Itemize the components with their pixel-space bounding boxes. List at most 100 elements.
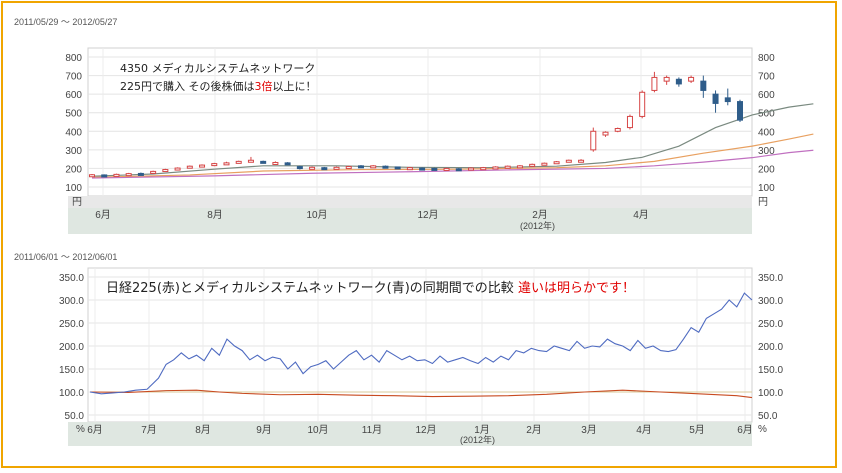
candle-body (700, 80, 707, 91)
candle-body (382, 165, 389, 169)
chart1-x-axis-band (68, 208, 752, 234)
chart2-y-tick-label: 50.0 (65, 411, 85, 422)
chart1-y-tick-label: 500 (758, 109, 775, 120)
candle (565, 159, 572, 163)
chart1-x-tick-label: 6月 (95, 209, 111, 221)
chart2-x-tick-label: 5月 (689, 424, 705, 436)
chart2-x-tick-label: 11月 (362, 424, 382, 436)
candle (235, 160, 242, 164)
candle (455, 168, 462, 172)
chart2-y-axis-right: 350.0 300.0 250.0 200.0 150.0 100.0 50.0 (758, 273, 783, 422)
candle (247, 156, 254, 163)
candle (284, 162, 291, 166)
chart2-y-tick-label: 200.0 (758, 342, 783, 353)
candle-body (419, 167, 426, 171)
candle (492, 166, 499, 170)
chart2-x-tick-label: 7月 (141, 424, 157, 436)
candle (199, 164, 206, 168)
candle (639, 90, 646, 119)
chart1-annotation-line2: 225円で購入 その後株価は3倍以上に！ (120, 79, 317, 93)
candle-body (626, 115, 633, 129)
candle-body (590, 130, 597, 151)
candle-body (639, 91, 646, 117)
candle-body (394, 166, 401, 170)
candle-body (333, 166, 340, 170)
candle-body (321, 167, 328, 171)
chart2-x-axis-band (68, 422, 752, 446)
chart2-x-sublabel: (2012年) (460, 434, 495, 445)
candle (406, 166, 413, 171)
candle (602, 131, 609, 137)
candle (223, 161, 230, 166)
chart1-y-tick-label: 400 (65, 127, 82, 138)
candle (419, 167, 426, 171)
candle (529, 163, 536, 167)
chart1-x-tick-label: 10月 (306, 209, 327, 221)
candle-body (101, 174, 108, 178)
candle-body (223, 162, 230, 166)
chart1-x-axis: 6月 8月 10月 12月 2月 4月 (95, 209, 649, 221)
chart2-x-tick-label: 10月 (307, 424, 328, 436)
chart2-y-tick-label: 100.0 (59, 388, 84, 399)
candle (712, 90, 719, 113)
chart2-x-tick-label: 9月 (256, 424, 272, 436)
candle (333, 166, 340, 170)
chart2-x-tick-label: 12月 (415, 424, 436, 436)
candle (125, 172, 132, 177)
candle-body (174, 167, 181, 171)
candle-body (113, 173, 120, 177)
candle-body (443, 167, 450, 171)
candle-body (406, 167, 413, 171)
candle (394, 166, 401, 170)
candle (174, 167, 181, 171)
chart2-x-tick-label: 8月 (195, 424, 211, 436)
candle-body (468, 167, 475, 171)
chart2-x-tick-label: 1月 (474, 424, 490, 436)
chart1-y-tick-label: 200 (65, 164, 82, 175)
candle (431, 167, 438, 171)
candle-body (688, 76, 695, 82)
chart1-x-tick-label: 8月 (207, 209, 223, 221)
chart2-x-tick-label: 6月 (737, 424, 753, 436)
candle (504, 165, 511, 169)
chart2-y-tick-label: 50.0 (758, 411, 778, 422)
chart1-y-tick-label: 800 (65, 53, 82, 64)
chart1-x-tick-label: 4月 (633, 209, 649, 221)
candle (700, 75, 707, 98)
candle (113, 173, 120, 177)
candle-body (455, 168, 462, 172)
candle-body (431, 167, 438, 171)
candle (590, 127, 597, 152)
candle (150, 170, 157, 174)
candle-body (675, 78, 682, 85)
chart1-y-tick-label: 100 (758, 183, 775, 194)
chart1-y-tick-label: 300 (65, 146, 82, 157)
candle (211, 162, 218, 167)
candle (443, 167, 450, 171)
candle-body (284, 162, 291, 166)
chart2-y-tick-label: 250.0 (758, 319, 783, 330)
chart2-y-unit-right: % (758, 424, 767, 435)
chart1-x-sublabel: (2012年) (520, 220, 555, 231)
chart2-y-axis-left: 350.0 300.0 250.0 200.0 150.0 100.0 50.0 (59, 273, 84, 422)
candle-body (345, 166, 352, 170)
candle (345, 165, 352, 170)
candle-body (492, 166, 499, 170)
chart2-y-tick-label: 350.0 (59, 273, 84, 284)
candle (516, 165, 523, 169)
candle (357, 165, 364, 169)
candle-body (272, 161, 279, 165)
candle-body (578, 159, 585, 163)
candle-body (357, 165, 364, 169)
candle (382, 165, 389, 169)
candle (468, 167, 475, 171)
candle (321, 166, 328, 171)
chart1-y-tick-label: 700 (65, 72, 82, 83)
chart2-y-tick-label: 150.0 (758, 365, 783, 376)
chart1-y-tick-label: 700 (758, 72, 775, 83)
candle (737, 99, 743, 122)
chart1-x-tick-label: 12月 (417, 209, 438, 221)
chart2-annotation: 日経225(赤)とメディカルシステムネットワーク(青)の同期間での比較 違いは明… (106, 280, 635, 296)
chart1-y-tick-label: 400 (758, 127, 775, 138)
candle-body (199, 164, 206, 168)
